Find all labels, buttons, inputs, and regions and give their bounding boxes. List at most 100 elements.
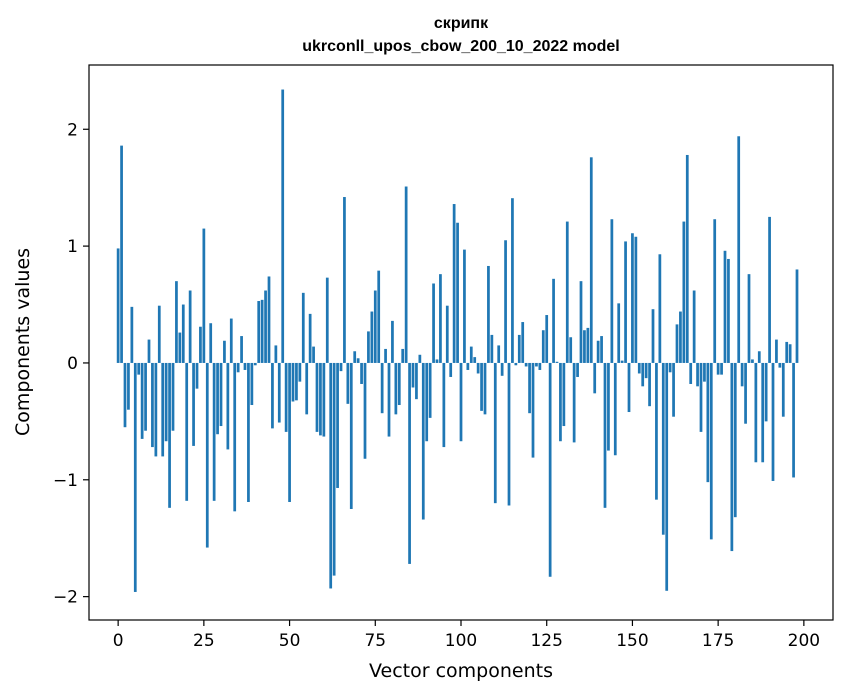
- bar: [531, 362, 535, 458]
- bar: [792, 362, 795, 478]
- bar: [473, 357, 477, 363]
- bar: [696, 362, 699, 387]
- y-axis-ticks: −2 −1 0 1 2: [53, 120, 89, 608]
- bar: [336, 362, 339, 488]
- bar: [253, 362, 257, 366]
- bar: [367, 331, 370, 363]
- bar: [456, 222, 459, 363]
- bar: [720, 362, 723, 375]
- bar: [713, 219, 717, 363]
- bar: [339, 362, 343, 372]
- bar: [593, 362, 597, 394]
- bar: [754, 362, 758, 463]
- bar: [411, 362, 415, 388]
- bar: [521, 322, 525, 363]
- bar: [199, 326, 202, 363]
- bar: [751, 359, 754, 363]
- bar: [706, 362, 710, 483]
- bar: [466, 362, 470, 370]
- bar: [404, 186, 408, 363]
- bar: [504, 240, 507, 363]
- bar: [757, 351, 761, 363]
- bar: [408, 362, 411, 564]
- bar: [394, 362, 398, 415]
- bar: [737, 136, 741, 363]
- x-tick-label: 50: [279, 631, 301, 651]
- bar: [178, 332, 182, 363]
- bar: [655, 362, 658, 500]
- x-tick-label: 100: [445, 631, 477, 651]
- bar: [442, 362, 446, 448]
- bar: [425, 362, 429, 442]
- bar: [613, 362, 617, 456]
- bars-group: [116, 89, 799, 592]
- bar: [312, 346, 315, 363]
- x-tick-label: 125: [530, 631, 562, 651]
- bar: [236, 362, 240, 373]
- bar: [747, 274, 751, 363]
- bar: [727, 258, 730, 363]
- bar: [329, 362, 333, 589]
- bar: [699, 362, 703, 432]
- bar: [740, 362, 744, 387]
- x-tick-label: 150: [616, 631, 648, 651]
- bar: [445, 305, 449, 363]
- bar: [397, 362, 401, 406]
- bar: [274, 345, 278, 363]
- bar: [600, 336, 603, 363]
- bar: [219, 362, 223, 427]
- bar: [583, 330, 586, 363]
- bar: [576, 362, 579, 377]
- bar: [373, 290, 377, 363]
- bar: [634, 236, 638, 363]
- bar: [291, 362, 295, 402]
- bar: [171, 362, 175, 431]
- bar: [764, 362, 768, 422]
- bar: [459, 362, 463, 442]
- bar: [788, 344, 792, 363]
- bar: [130, 306, 134, 363]
- x-tick-label: 175: [702, 631, 734, 651]
- bar: [401, 348, 405, 363]
- bar: [517, 334, 521, 363]
- bar: [428, 362, 432, 418]
- bar: [264, 290, 267, 363]
- bar: [548, 362, 552, 577]
- bar: [709, 362, 713, 540]
- bar: [541, 330, 545, 363]
- bar: [538, 362, 542, 370]
- bar: [343, 197, 346, 363]
- bar: [679, 311, 682, 363]
- bar: [469, 346, 473, 363]
- bar: [610, 219, 614, 363]
- bar: [648, 362, 651, 407]
- bar: [223, 340, 226, 363]
- bar: [665, 362, 669, 591]
- bar: [308, 313, 312, 363]
- bar: [476, 362, 480, 374]
- bar: [641, 362, 645, 387]
- bar: [260, 299, 264, 363]
- bar: [233, 362, 237, 512]
- bar: [377, 270, 381, 363]
- bar: [775, 339, 778, 363]
- bar: [579, 281, 583, 363]
- bar: [672, 362, 675, 417]
- bar: [778, 362, 782, 368]
- bar: [624, 241, 627, 363]
- bar: [733, 362, 737, 518]
- bar: [535, 362, 538, 367]
- bar: [319, 362, 322, 436]
- bar: [205, 362, 209, 548]
- bar: [651, 309, 655, 363]
- bar: [744, 362, 747, 424]
- bar: [497, 345, 501, 363]
- bar: [463, 249, 466, 363]
- bar: [562, 362, 566, 427]
- bar: [133, 362, 137, 592]
- bar: [675, 324, 679, 363]
- bar: [528, 362, 531, 414]
- bar: [267, 276, 271, 363]
- bar: [349, 362, 353, 509]
